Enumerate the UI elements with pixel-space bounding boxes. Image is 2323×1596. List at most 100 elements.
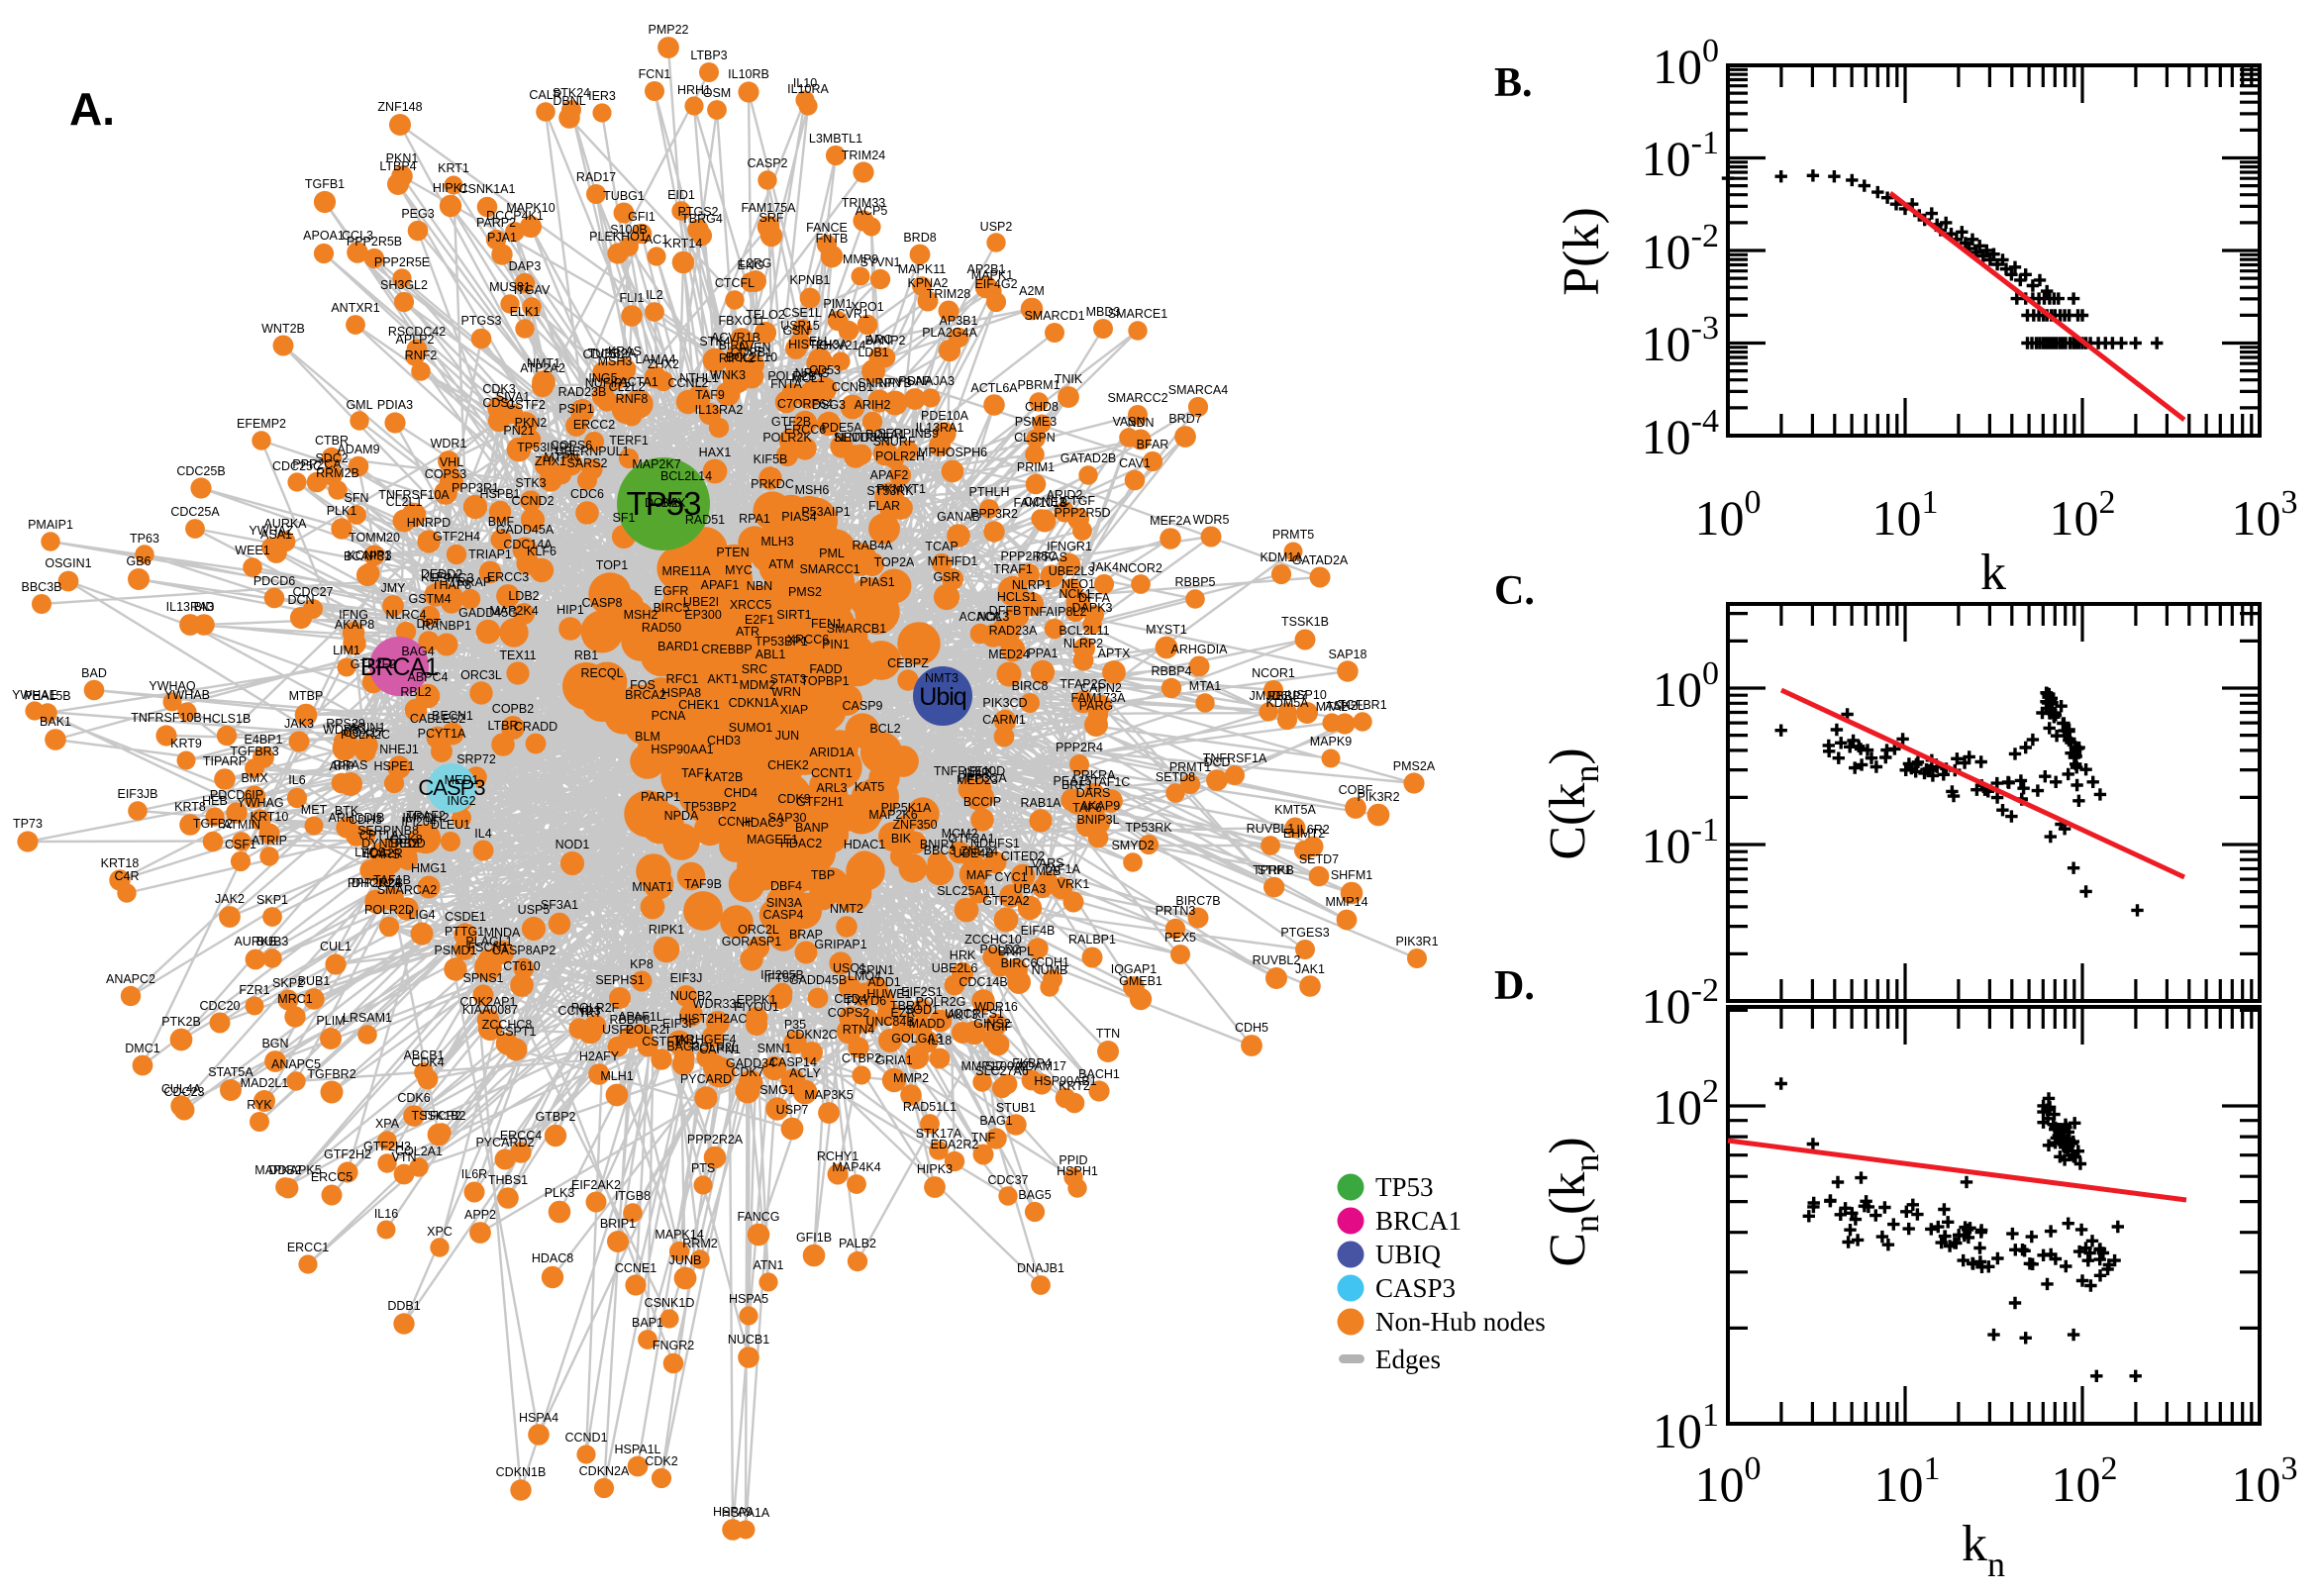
svg-text:CDK8: CDK8 [389, 833, 422, 847]
svg-text:SERPINB9: SERPINB9 [877, 427, 939, 441]
svg-text:E4BP1: E4BP1 [245, 733, 283, 747]
svg-text:EIF3J: EIF3J [670, 971, 703, 985]
svg-text:RUVBL2: RUVBL2 [1253, 953, 1301, 967]
svg-text:PLEKHO1: PLEKHO1 [589, 230, 647, 244]
svg-text:GINS2: GINS2 [973, 1017, 1011, 1031]
svg-text:GTF2H3: GTF2H3 [363, 1140, 411, 1153]
svg-text:AURKB: AURKB [234, 935, 276, 948]
svg-text:VARS: VARS [1031, 856, 1063, 870]
svg-text:KARS: KARS [366, 848, 400, 861]
svg-text:BNIPL: BNIPL [998, 945, 1034, 958]
svg-text:SRC: SRC [742, 662, 767, 676]
svg-text:SH3GL2: SH3GL2 [380, 278, 428, 292]
svg-text:MAP2K6: MAP2K6 [868, 808, 917, 822]
svg-text:EIF4B: EIF4B [1021, 924, 1056, 938]
svg-text:GRIA1: GRIA1 [875, 1053, 913, 1067]
svg-text:SMARCD1: SMARCD1 [1024, 309, 1084, 323]
svg-text:ENG: ENG [737, 258, 763, 272]
svg-text:TAF1C: TAF1C [1092, 775, 1131, 789]
svg-text:SPNS1: SPNS1 [463, 971, 504, 985]
svg-text:BNIP1: BNIP1 [920, 838, 956, 851]
svg-text:STUB1: STUB1 [996, 1101, 1036, 1115]
svg-text:LYCS: LYCS [354, 846, 386, 859]
svg-text:THBS1: THBS1 [488, 1173, 528, 1187]
svg-text:BRF1: BRF1 [1061, 778, 1093, 792]
svg-text:LDB1: LDB1 [858, 346, 888, 359]
svg-text:EIF3JB: EIF3JB [118, 787, 158, 801]
svg-text:CAPN1: CAPN1 [699, 1043, 741, 1056]
svg-text:STAT3: STAT3 [769, 672, 806, 686]
svg-text:MTHFD1: MTHFD1 [928, 554, 978, 568]
svg-text:GML: GML [346, 398, 372, 412]
svg-text:ZNF24: ZNF24 [960, 845, 998, 858]
svg-text:HDAC8: HDAC8 [532, 1251, 573, 1265]
svg-text:TGFBR2: TGFBR2 [307, 1067, 355, 1081]
svg-text:XRCC5: XRCC5 [730, 598, 771, 612]
svg-text:CDKN1A: CDKN1A [729, 696, 779, 710]
svg-text:A2M: A2M [1019, 284, 1045, 298]
svg-text:RNF2: RNF2 [405, 349, 438, 362]
svg-text:EIF4G2: EIF4G2 [974, 277, 1017, 291]
svg-text:DSG3: DSG3 [812, 398, 846, 412]
svg-text:NOL3: NOL3 [977, 610, 1010, 624]
svg-text:FLI1: FLI1 [619, 291, 644, 305]
svg-text:ERCC5: ERCC5 [311, 1170, 353, 1184]
svg-text:CREBBP: CREBBP [701, 643, 752, 656]
svg-text:LRSAM1: LRSAM1 [343, 1011, 392, 1025]
svg-text:WDR33L: WDR33L [693, 997, 744, 1011]
svg-text:ELK1: ELK1 [510, 305, 541, 319]
svg-text:HDAC3: HDAC3 [742, 816, 783, 830]
svg-text:RRAS: RRAS [334, 758, 368, 772]
svg-text:PPA1: PPA1 [1027, 647, 1058, 660]
svg-text:NOD1: NOD1 [556, 838, 590, 851]
svg-text:MMP14: MMP14 [1325, 895, 1367, 909]
svg-text:JAK2: JAK2 [215, 892, 245, 906]
svg-text:RAB4A: RAB4A [853, 539, 894, 552]
svg-text:SMARCC2: SMARCC2 [1107, 391, 1167, 405]
svg-text:CABLES2: CABLES2 [410, 712, 465, 726]
svg-text:IL6R: IL6R [461, 1167, 487, 1181]
svg-text:DLEU1: DLEU1 [431, 818, 470, 832]
svg-text:LTBP3: LTBP3 [690, 49, 727, 62]
svg-text:KIAA0087: KIAA0087 [462, 1003, 518, 1017]
svg-text:P53AIP1: P53AIP1 [801, 505, 850, 519]
svg-text:SMARCB1: SMARCB1 [827, 622, 886, 636]
svg-text:TEX11: TEX11 [499, 648, 536, 662]
svg-text:PDIA3: PDIA3 [377, 398, 413, 412]
svg-text:PYCARD2: PYCARD2 [475, 1136, 534, 1149]
svg-text:BAG1: BAG1 [979, 1114, 1012, 1128]
svg-text:DNAJA3: DNAJA3 [907, 374, 955, 388]
svg-text:IL2: IL2 [646, 288, 662, 302]
svg-text:IMPDH2: IMPDH2 [402, 811, 449, 825]
svg-text:JMY: JMY [381, 581, 407, 595]
svg-text:HSPE1: HSPE1 [374, 759, 415, 773]
svg-text:CDK7: CDK7 [731, 1065, 763, 1079]
svg-text:RBL2: RBL2 [400, 685, 431, 699]
svg-text:DEDD2: DEDD2 [421, 567, 462, 581]
svg-text:CDC5L: CDC5L [583, 348, 624, 361]
svg-text:PMP22: PMP22 [649, 23, 689, 37]
svg-text:NEDD8: NEDD8 [835, 431, 876, 445]
svg-text:TP53BP2: TP53BP2 [683, 800, 737, 814]
svg-text:TSSK1B2: TSSK1B2 [412, 1109, 466, 1123]
svg-text:AC1: AC1 [645, 233, 668, 247]
svg-text:USO1: USO1 [833, 961, 866, 975]
svg-text:COPS2: COPS2 [828, 1006, 869, 1020]
svg-text:FANCG: FANCG [737, 1210, 779, 1224]
svg-text:ERCC2: ERCC2 [573, 418, 615, 432]
svg-text:ATN1: ATN1 [753, 1258, 783, 1272]
svg-text:ARC: ARC [866, 333, 892, 347]
svg-text:CDH5: CDH5 [1235, 1021, 1268, 1035]
svg-text:DFFB: DFFB [989, 604, 1022, 618]
svg-text:RFC1: RFC1 [666, 672, 699, 686]
svg-text:MAPK10: MAPK10 [506, 201, 555, 215]
svg-text:SNRPN: SNRPN [858, 376, 901, 390]
svg-text:E2F1: E2F1 [745, 613, 774, 627]
svg-text:KMT5A: KMT5A [1274, 803, 1316, 817]
svg-text:RPA1: RPA1 [739, 512, 770, 526]
svg-text:PSAP: PSAP [898, 374, 931, 388]
svg-text:IL13RA2: IL13RA2 [695, 403, 744, 417]
svg-text:IGKV214: IGKV214 [816, 339, 866, 352]
svg-text:CSTF2: CSTF2 [506, 398, 546, 412]
svg-text:IL18: IL18 [928, 1034, 952, 1047]
